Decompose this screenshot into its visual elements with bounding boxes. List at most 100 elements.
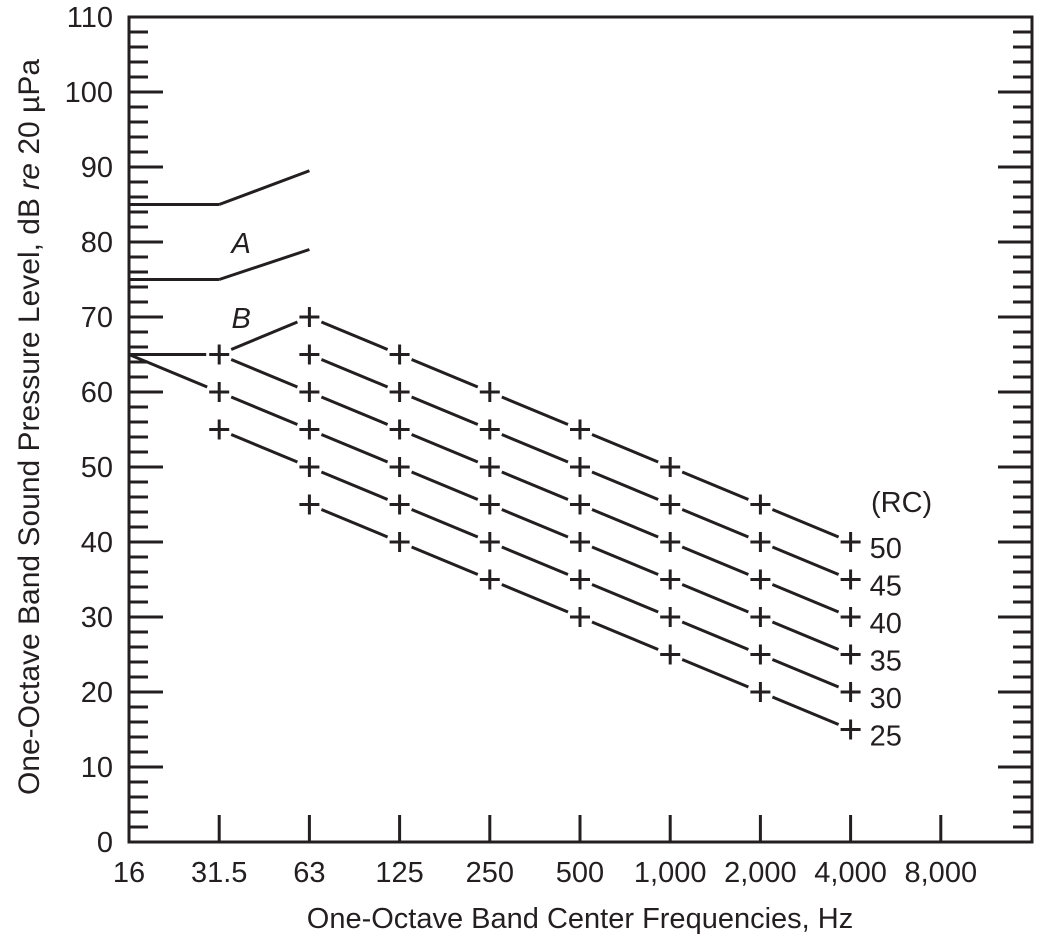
x-tick-labels: 16 31.5 63 125 250 500 1,000 2,000 4,000 8,000: [113, 857, 977, 889]
plus-marker-icon: [750, 607, 771, 627]
plus-marker-icon: [840, 682, 861, 702]
plus-marker-icon: [389, 419, 410, 440]
y-tick-label: 20: [81, 677, 113, 709]
plus-marker-icon: [389, 494, 410, 515]
rc-label-40: 40: [870, 608, 902, 640]
rc-line-segment: [320, 320, 389, 351]
plus-marker-icon: [570, 607, 590, 627]
rc-line-segment: [681, 470, 749, 501]
rc-line-segment: [411, 358, 479, 389]
plus-marker-icon: [750, 569, 771, 590]
rc-line-40: [230, 358, 840, 614]
rc-label-50: 50: [870, 533, 902, 565]
y-tick-label: 110: [67, 2, 113, 34]
plus-marker-icon: [840, 569, 861, 590]
x-tick-label: 4,000: [814, 857, 887, 889]
y-tick-label: 10: [81, 752, 113, 784]
plus-marker-icon: [209, 344, 230, 365]
x-tick-label: 2,000: [724, 857, 797, 889]
plus-marker-icon: [299, 419, 320, 440]
rc-line-35: [128, 353, 840, 651]
rc-legend: (RC) 50 45 40 35 30 25: [870, 487, 933, 753]
plus-marker-icon: [389, 532, 410, 552]
rc-line-segment: [591, 620, 659, 651]
plus-marker-icon: [299, 382, 320, 402]
x-tick-label: 125: [375, 857, 423, 889]
plus-marker-icon: [479, 569, 500, 590]
rc-line-segment: [681, 508, 749, 539]
plus-marker-icon: [479, 457, 500, 477]
rc-line-segment: [230, 395, 298, 426]
y-axis-title: One-Octave Band Sound Pressure Level, dB…: [13, 59, 46, 795]
region-label-A: A: [230, 228, 251, 260]
x-axis-title: One-Octave Band Center Frequencies, Hz: [307, 903, 853, 935]
rc-line-segment: [230, 433, 298, 464]
y-tick-label: 90: [81, 152, 113, 184]
rc-line-segment: [411, 545, 479, 576]
plus-marker-icon: [840, 719, 861, 740]
y-tick-label: 50: [81, 452, 113, 484]
plus-marker-icon: [479, 419, 500, 440]
plus-marker-icon: [660, 494, 681, 515]
rc-line-25: [320, 508, 840, 726]
rc-line-segment: [681, 583, 749, 614]
y-tick-label: 100: [65, 77, 113, 109]
rc-line-segment: [771, 695, 840, 726]
rc-line-segment: [771, 658, 840, 689]
plus-marker-icon: [660, 607, 681, 627]
x-tick-label: 16: [113, 857, 145, 889]
rc-line-segment: [771, 620, 840, 651]
rc-line-segment: [501, 508, 569, 539]
rc-line-segment: [771, 545, 840, 576]
plus-marker-icon: [389, 382, 410, 402]
x-tick-label: 500: [556, 857, 604, 889]
rc-line-segment: [591, 433, 659, 464]
plus-marker-icon: [389, 344, 410, 365]
plus-marker-icon: [660, 569, 681, 590]
plus-marker-icon: [479, 494, 500, 515]
rc-line-segment: [501, 470, 569, 501]
rc-line-segment: [320, 395, 389, 426]
rc-line-segment: [681, 620, 749, 651]
rc-line-segment: [591, 545, 659, 576]
rc-label-35: 35: [870, 646, 902, 678]
plus-marker-icon: [840, 532, 861, 552]
plus-marker-icon: [299, 307, 320, 327]
y-tick-label: 0: [97, 827, 113, 859]
region-A-upper: [218, 169, 310, 206]
y-axis-ticks: [129, 30, 1032, 829]
plus-marker-icon: [840, 607, 861, 627]
rc-line-segment: [320, 508, 389, 539]
x-tick-label: 8,000: [905, 857, 978, 889]
plus-marker-icon: [389, 457, 410, 477]
rc-line-segment: [591, 508, 659, 539]
rc-line-segment: [501, 433, 569, 464]
rc-line-segment: [230, 358, 298, 389]
plus-marker-icon: [570, 457, 590, 477]
plus-marker-icon: [750, 644, 771, 665]
plus-marker-icon: [750, 682, 771, 702]
y-tick-labels: 0 10 20 30 40 50 60 70 80 90 100 110: [65, 2, 113, 859]
rc-line-segment: [501, 583, 569, 614]
rc-label-25: 25: [870, 721, 902, 753]
plus-marker-icon: [299, 344, 320, 365]
plus-marker-icon: [209, 382, 230, 402]
plus-marker-icon: [299, 494, 320, 515]
rc-line-segment: [771, 583, 840, 614]
rc-line-segment: [411, 508, 479, 539]
rc-lines: [128, 320, 840, 726]
rc-line-segment: [501, 545, 569, 576]
rc-line-segment: [230, 320, 298, 351]
rc-line-30: [230, 433, 840, 689]
plus-marker-icon: [479, 382, 500, 402]
x-tick-label: 250: [466, 857, 514, 889]
annotations: AB: [230, 228, 251, 335]
rc-line-segment: [411, 433, 479, 464]
y-axis-title-part-3: 20 µPa: [13, 59, 46, 163]
rc-label-30: 30: [870, 683, 902, 715]
plus-marker-icon: [750, 494, 771, 515]
y-tick-label: 40: [81, 527, 113, 559]
rc-line-segment: [320, 358, 389, 389]
plus-marker-icon: [570, 532, 590, 552]
